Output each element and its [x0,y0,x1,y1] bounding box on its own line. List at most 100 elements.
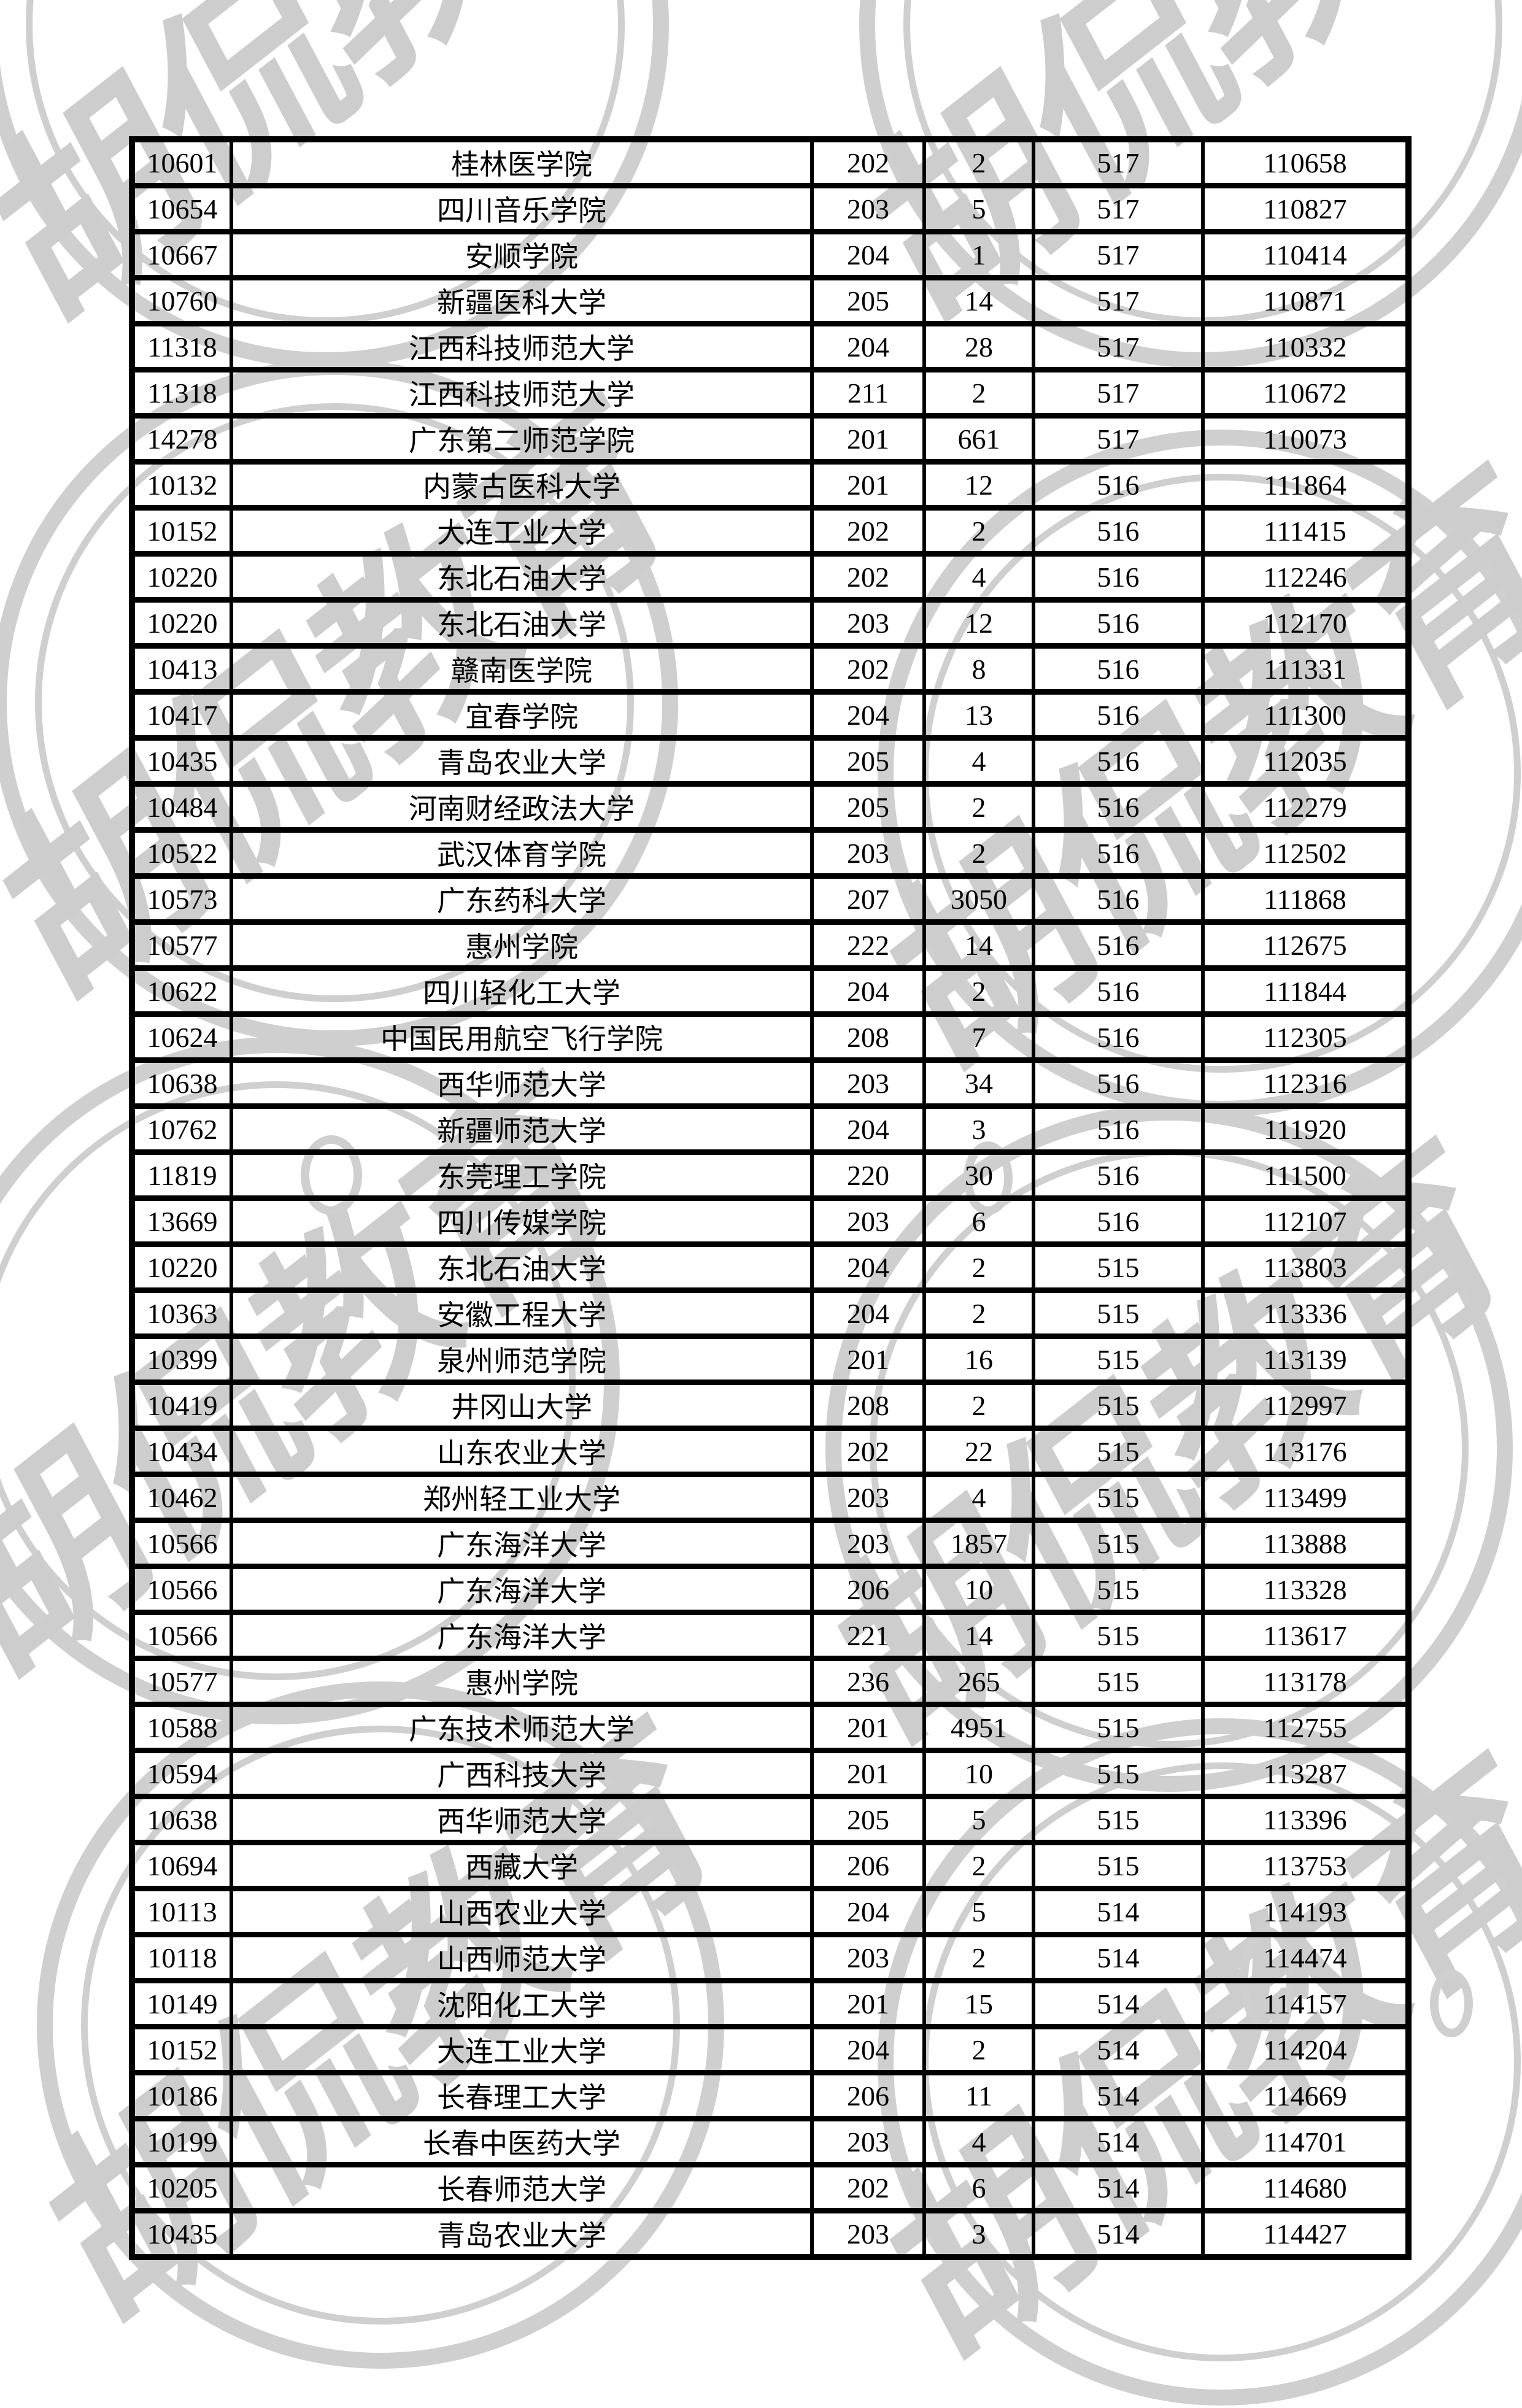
rank-cell: 111500 [1201,1149,1410,1201]
score-cell: 517 [1032,136,1205,188]
rank-cell: 111300 [1201,689,1410,741]
table-row: 10573 广东药科大学 207 3050 516 111868 [130,873,1410,925]
college-code-cell: 10363 [130,1287,233,1339]
college-name-cell: 长春师范大学 [230,2162,814,2213]
admit-count-cell: 16 [922,1333,1035,1385]
college-code-cell: 10413 [130,643,233,695]
major-group-cell: 236 [810,1656,926,1707]
rank-cell: 113336 [1201,1287,1410,1339]
rank-cell: 113753 [1201,1840,1410,1891]
admit-count-cell: 2 [922,2024,1035,2075]
table-row: 10601 桂林医学院 202 2 517 110658 [130,136,1410,188]
major-group-cell: 201 [810,1702,926,1753]
admit-count-cell: 4 [922,551,1035,603]
major-group-cell: 203 [810,1472,926,1523]
major-group-cell: 201 [810,1333,926,1385]
college-name-cell: 大连工业大学 [230,2024,814,2075]
college-code-cell: 10624 [130,1011,233,1063]
major-group-cell: 203 [810,1932,926,1983]
rank-cell: 113287 [1201,1748,1410,1799]
admit-count-cell: 12 [922,459,1035,511]
admit-count-cell: 2 [922,136,1035,188]
table-row: 10522 武汉体育学院 203 2 516 112502 [130,827,1410,879]
score-cell: 516 [1032,689,1205,741]
table-row: 10594 广西科技大学 201 10 515 113287 [130,1748,1410,1799]
admit-count-cell: 3 [922,1103,1035,1155]
college-name-cell: 江西科技师范大学 [230,321,814,372]
major-group-cell: 203 [810,1518,926,1569]
rank-cell: 112107 [1201,1195,1410,1247]
college-code-cell: 10462 [130,1472,233,1523]
rank-cell: 112755 [1201,1702,1410,1753]
college-code-cell: 10220 [130,551,233,603]
college-code-cell: 10573 [130,873,233,925]
table-row: 10419 井冈山大学 208 2 515 112997 [130,1380,1410,1431]
table-row: 11318 江西科技师范大学 211 2 517 110672 [130,367,1410,419]
admit-count-cell: 2 [922,781,1035,833]
college-code-cell: 10638 [130,1794,233,1845]
college-code-cell: 10667 [130,229,233,280]
rank-cell: 111415 [1201,505,1410,557]
score-cell: 514 [1032,2162,1205,2213]
score-cell: 515 [1032,1564,1205,1615]
table-row: 10363 安徽工程大学 204 2 515 113336 [130,1287,1410,1339]
college-name-cell: 山东农业大学 [230,1426,814,1477]
table-row: 10762 新疆师范大学 204 3 516 111920 [130,1103,1410,1155]
score-cell: 517 [1032,229,1205,280]
major-group-cell: 221 [810,1610,926,1661]
admit-count-cell: 30 [922,1149,1035,1201]
small-ring-icon [1430,1970,1473,2037]
score-cell: 516 [1032,919,1205,971]
college-code-cell: 11318 [130,367,233,419]
admit-count-cell: 1857 [922,1518,1035,1569]
rank-cell: 110827 [1201,183,1410,234]
rank-cell: 113499 [1201,1472,1410,1523]
college-name-cell: 青岛农业大学 [230,2208,814,2260]
major-group-cell: 201 [810,413,926,465]
table-row: 10435 青岛农业大学 203 3 514 114427 [130,2208,1410,2260]
table-row: 10577 惠州学院 236 265 515 113178 [130,1656,1410,1707]
score-cell: 516 [1032,551,1205,603]
major-group-cell: 206 [810,2070,926,2121]
admit-count-cell: 2 [922,1241,1035,1293]
major-group-cell: 203 [810,2208,926,2260]
college-code-cell: 11819 [130,1149,233,1201]
score-cell: 516 [1032,643,1205,695]
major-group-cell: 202 [810,1426,926,1477]
major-group-cell: 202 [810,551,926,603]
college-name-cell: 河南财经政法大学 [230,781,814,833]
college-name-cell: 郑州轻工业大学 [230,1472,814,1523]
major-group-cell: 203 [810,1057,926,1109]
major-group-cell: 220 [810,1149,926,1201]
admit-count-cell: 28 [922,321,1035,372]
admit-count-cell: 4 [922,735,1035,787]
admit-count-cell: 661 [922,413,1035,465]
major-group-cell: 201 [810,1978,926,2029]
college-name-cell: 安徽工程大学 [230,1287,814,1339]
table-row: 10654 四川音乐学院 203 5 517 110827 [130,183,1410,234]
table-row: 10484 河南财经政法大学 205 2 516 112279 [130,781,1410,833]
college-name-cell: 广东第二师范学院 [230,413,814,465]
rank-cell: 111920 [1201,1103,1410,1155]
admit-count-cell: 14 [922,275,1035,326]
college-code-cell: 10762 [130,1103,233,1155]
rank-cell: 110073 [1201,413,1410,465]
college-code-cell: 10638 [130,1057,233,1109]
score-cell: 516 [1032,965,1205,1017]
score-cell: 516 [1032,873,1205,925]
score-cell: 515 [1032,1794,1205,1845]
major-group-cell: 206 [810,1564,926,1615]
table-row: 13669 四川传媒学院 203 6 516 112107 [130,1195,1410,1247]
college-code-cell: 10186 [130,2070,233,2121]
score-cell: 516 [1032,1149,1205,1201]
college-code-cell: 10132 [130,459,233,511]
admit-count-cell: 8 [922,643,1035,695]
college-name-cell: 广东海洋大学 [230,1564,814,1615]
rank-cell: 112279 [1201,781,1410,833]
score-cell: 516 [1032,1195,1205,1247]
college-code-cell: 10577 [130,919,233,971]
college-code-cell: 10566 [130,1610,233,1661]
score-cell: 514 [1032,2208,1205,2260]
table-row: 10220 东北石油大学 202 4 516 112246 [130,551,1410,603]
score-cell: 516 [1032,597,1205,649]
